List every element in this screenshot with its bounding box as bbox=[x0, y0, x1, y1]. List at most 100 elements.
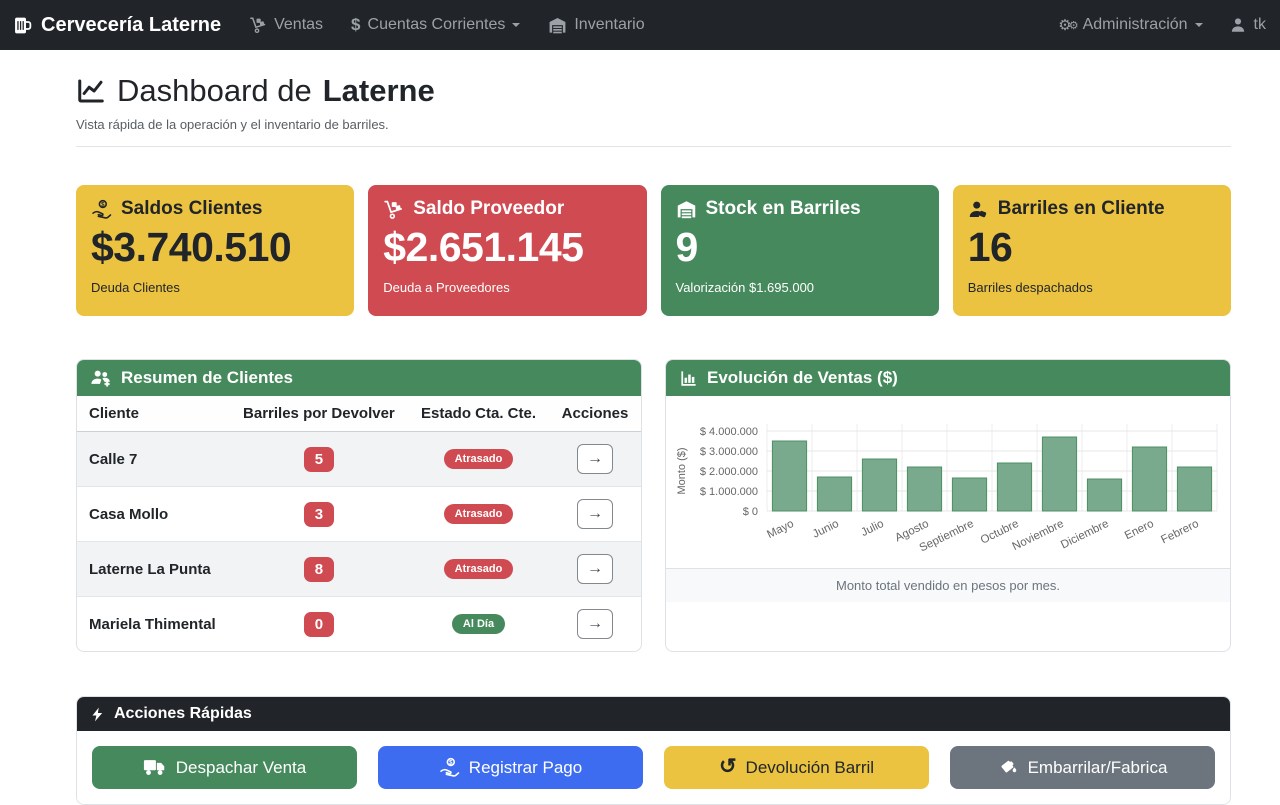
button-label: Embarrilar/Fabrica bbox=[1027, 757, 1168, 777]
status-badge: Atrasado bbox=[443, 559, 514, 580]
stat-card-title: Stock en Barriles bbox=[705, 198, 861, 220]
nav-links: Ventas $ Cuentas Corrientes Inventario bbox=[249, 15, 645, 35]
client-detail-button[interactable]: → bbox=[576, 554, 613, 585]
users-gear-icon bbox=[90, 368, 112, 388]
page-title: Dashboard de Laterne bbox=[76, 73, 1231, 108]
nav-right: ⚙ ⚙ Administración tk bbox=[1058, 16, 1268, 34]
dolly-icon bbox=[383, 199, 404, 220]
stat-card-barriles-cliente: Barriles en Cliente 16 Barriles despacha… bbox=[952, 185, 1231, 317]
page-subtitle: Vista rápida de la operación y el invent… bbox=[76, 117, 389, 133]
table-row: Casa Mollo 3 Atrasado → bbox=[77, 486, 641, 543]
clients-table: Cliente Barriles por Devolver Estado Cta… bbox=[77, 396, 641, 651]
stat-cards-row: $ Saldos Clientes $3.740.510 Deuda Clien… bbox=[76, 185, 1231, 317]
truck-icon bbox=[143, 758, 167, 777]
beer-mug-icon bbox=[12, 15, 33, 36]
despachar-venta-button[interactable]: Despachar Venta bbox=[92, 746, 357, 790]
clients-summary-panel: Resumen de Clientes Cliente Barriles por… bbox=[76, 359, 642, 653]
nav-item-ventas[interactable]: Ventas bbox=[249, 16, 323, 34]
client-name: Casa Mollo bbox=[77, 486, 230, 543]
stat-card-value: $3.740.510 bbox=[91, 224, 292, 271]
chevron-down-icon bbox=[512, 23, 521, 31]
stat-card-value: $2.651.145 bbox=[383, 224, 584, 271]
table-row: Laterne La Punta 8 Atrasado → bbox=[77, 541, 641, 598]
stat-card-value: 9 bbox=[675, 224, 699, 271]
sales-panel-header: Evolución de Ventas ($) bbox=[666, 360, 1230, 397]
nav-item-cuentas-corrientes[interactable]: $ Cuentas Corrientes bbox=[351, 15, 521, 35]
chevron-down-icon bbox=[1194, 23, 1203, 31]
nav-item-administracion[interactable]: ⚙ ⚙ Administración bbox=[1058, 16, 1203, 34]
stat-card-title: Barriles en Cliente bbox=[997, 198, 1165, 220]
bolt-icon bbox=[90, 706, 105, 723]
username-label: tk bbox=[1253, 16, 1266, 33]
embarrilar-fabrica-button[interactable]: Embarrilar/Fabrica bbox=[950, 746, 1215, 790]
client-detail-button[interactable]: → bbox=[576, 499, 613, 530]
barrels-count-badge: 5 bbox=[303, 446, 335, 472]
sales-panel-title: Evolución de Ventas ($) bbox=[707, 368, 898, 388]
svg-text:$ 4.000.000: $ 4.000.000 bbox=[700, 426, 758, 438]
nav-item-label: Cuentas Corrientes bbox=[367, 16, 506, 33]
user-icon bbox=[1229, 16, 1247, 34]
top-navbar: Cervecería Laterne Ventas $ Cuentas Corr… bbox=[0, 0, 1280, 50]
gears-icon: ⚙ ⚙ bbox=[1058, 17, 1078, 34]
arrow-right-icon: → bbox=[586, 560, 603, 578]
client-detail-button[interactable]: → bbox=[576, 609, 613, 640]
col-header-estado: Estado Cta. Cte. bbox=[408, 396, 549, 433]
registrar-pago-button[interactable]: $ Registrar Pago bbox=[378, 746, 643, 790]
nav-item-label: Ventas bbox=[274, 16, 324, 33]
status-badge: Atrasado bbox=[443, 504, 514, 525]
bar-chart-canvas: $ 0 $ 1.000.000 $ 2.000.000 $ 3.000.000 $ 4.… bbox=[676, 424, 1218, 555]
clients-panel-header: Resumen de Clientes bbox=[77, 360, 641, 397]
client-name: Calle 7 bbox=[77, 431, 230, 488]
brand-label: Cervecería Laterne bbox=[41, 13, 222, 36]
col-header-barriles: Barriles por Devolver bbox=[229, 396, 409, 433]
nav-item-inventario[interactable]: Inventario bbox=[548, 16, 645, 35]
stat-card-caption: Barriles despachados bbox=[967, 280, 1093, 296]
page-title-emphasis: Laterne bbox=[322, 73, 435, 108]
stat-card-saldos-clientes: $ Saldos Clientes $3.740.510 Deuda Clien… bbox=[76, 185, 355, 317]
dollar-icon: $ bbox=[351, 15, 361, 34]
client-name: Mariela Thimental bbox=[89, 615, 216, 633]
table-row: Calle 7 5 Atrasado → bbox=[77, 431, 641, 488]
stat-card-title: Saldo Proveedor bbox=[413, 198, 565, 220]
chart-footer-caption: Monto total vendido en pesos por mes. bbox=[666, 568, 1230, 603]
user-tag-icon bbox=[968, 199, 989, 220]
chart-line-icon bbox=[76, 76, 106, 106]
arrow-right-icon: → bbox=[586, 450, 603, 468]
stat-card-stock-barriles: Stock en Barriles 9 Valorización $1.695.… bbox=[660, 185, 939, 317]
barrels-count-badge: 3 bbox=[303, 501, 335, 527]
warehouse-icon bbox=[676, 199, 697, 220]
panels-row: Resumen de Clientes Cliente Barriles por… bbox=[76, 359, 1231, 653]
svg-text:Enero: Enero bbox=[1123, 518, 1156, 542]
button-label: Despachar Venta bbox=[175, 757, 307, 777]
svg-text:$ 1.000.000: $ 1.000.000 bbox=[700, 486, 758, 498]
barrels-count-badge: 0 bbox=[303, 611, 335, 637]
hand-holding-dollar-icon: $ bbox=[91, 199, 112, 220]
svg-text:$ 0: $ 0 bbox=[743, 506, 758, 518]
stat-card-title: Saldos Clientes bbox=[121, 198, 263, 220]
stat-card-caption: Deuda Clientes bbox=[91, 280, 180, 296]
svg-text:$ 2.000.000: $ 2.000.000 bbox=[700, 466, 758, 478]
client-name: Laterne La Punta bbox=[77, 541, 230, 598]
nav-item-label: Administración bbox=[1082, 16, 1188, 33]
table-row: Mariela Thimental 0 Al Día → bbox=[77, 597, 641, 652]
warehouse-icon bbox=[548, 16, 567, 35]
rotate-left-icon: ↺ bbox=[718, 755, 737, 779]
nav-item-label: Inventario bbox=[574, 16, 645, 33]
quick-actions-title: Acciones Rápidas bbox=[114, 705, 252, 723]
stat-card-caption: Valorización $1.695.000 bbox=[675, 280, 815, 296]
status-badge: Atrasado bbox=[443, 449, 514, 470]
client-detail-button[interactable]: → bbox=[576, 444, 613, 475]
hand-holding-dollar-icon: $ bbox=[439, 757, 460, 778]
clients-panel-title: Resumen de Clientes bbox=[121, 368, 293, 388]
brand-link[interactable]: Cervecería Laterne bbox=[12, 14, 221, 37]
svg-text:Noviembre: Noviembre bbox=[1011, 518, 1066, 553]
quick-actions-panel: Acciones Rápidas Despachar Venta $ Regis… bbox=[76, 696, 1231, 805]
devolucion-barril-button[interactable]: ↺ Devolución Barril bbox=[664, 746, 929, 790]
quick-actions-header: Acciones Rápidas bbox=[77, 697, 1230, 732]
svg-text:Mayo: Mayo bbox=[765, 518, 796, 541]
sales-bar-chart: $ 0 $ 1.000.000 $ 2.000.000 $ 3.000.000 $ 4.… bbox=[666, 396, 1230, 568]
svg-text:Julio: Julio bbox=[859, 518, 886, 539]
svg-text:Junio: Junio bbox=[811, 518, 841, 541]
page-title-prefix: Dashboard de bbox=[117, 73, 312, 108]
nav-item-user[interactable]: tk bbox=[1229, 16, 1266, 34]
